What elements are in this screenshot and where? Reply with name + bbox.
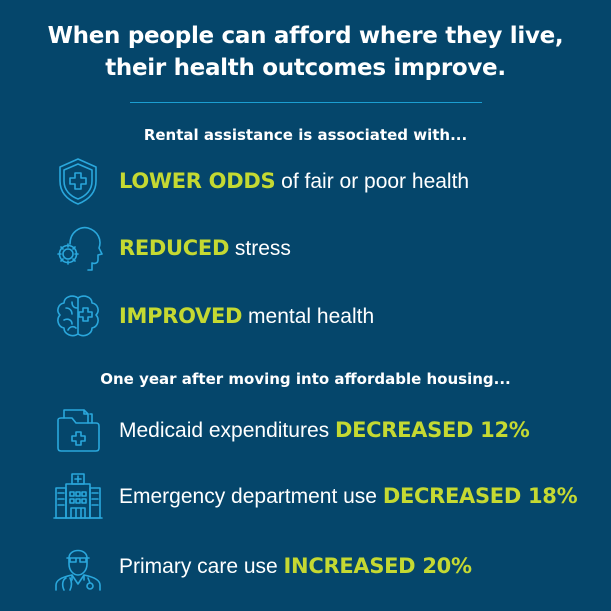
brain-cross-icon (52, 290, 104, 342)
item-text: IMPROVED mental health (119, 303, 375, 328)
title-line-1: When people can afford where they live, (47, 23, 564, 49)
head-gear-icon (52, 222, 104, 274)
shield-cross-icon (52, 155, 104, 207)
item-text: LOWER ODDS of fair or poor health (119, 168, 470, 193)
list-item-improved-mental-health: IMPROVED mental health (52, 290, 374, 342)
item-text: Emergency department use DECREASED 18% (119, 483, 578, 508)
doctor-icon (52, 540, 104, 592)
item-text: Primary care use INCREASED 20% (119, 553, 472, 578)
list-item-lower-odds: LOWER ODDS of fair or poor health (52, 155, 469, 207)
hospital-icon (52, 470, 104, 522)
item-text: Medicaid expenditures DECREASED 12% (119, 417, 530, 442)
medical-folder-icon (52, 404, 104, 456)
section1-heading: Rental assistance is associated with... (143, 126, 468, 144)
list-item-primary-care: Primary care use INCREASED 20% (52, 540, 472, 592)
list-item-medicaid: Medicaid expenditures DECREASED 12% (52, 404, 530, 456)
divider (130, 102, 482, 103)
list-item-emergency: Emergency department use DECREASED 18% (52, 470, 578, 522)
page-title: When people can afford where they live, … (0, 20, 611, 84)
title-line-2: their health outcomes improve. (105, 55, 506, 81)
list-item-reduced-stress: REDUCED stress (52, 222, 291, 274)
section2-heading: One year after moving into affordable ho… (100, 370, 511, 388)
item-text: REDUCED stress (119, 235, 291, 260)
